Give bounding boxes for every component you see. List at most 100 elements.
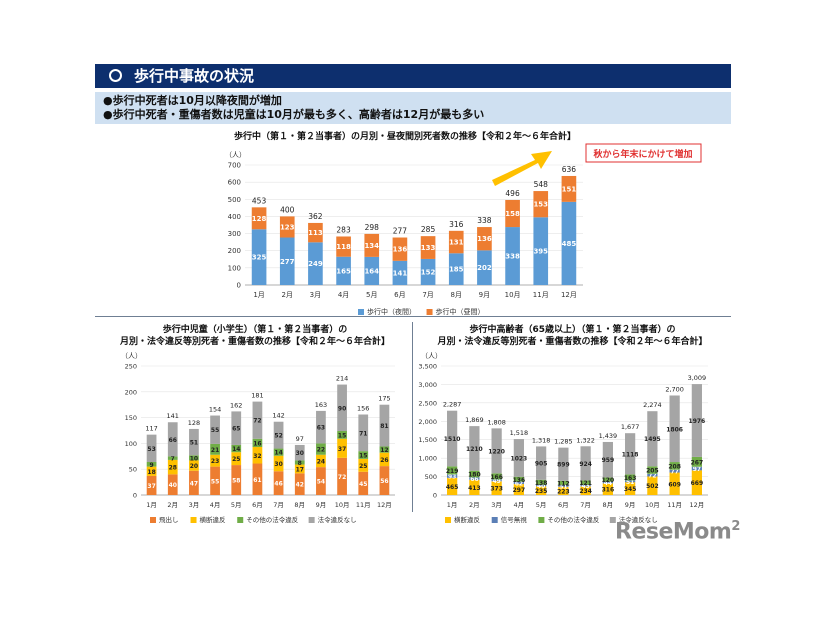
chart1-legend-swatch: [358, 309, 364, 315]
chart1-total-label: 400: [280, 205, 295, 214]
chart3-legend-label: 法令違反なし: [619, 515, 658, 524]
chart3-title-line2: 月別・法令違反等別死者・重傷者数の推移【令和２年～６年合計】: [437, 337, 708, 347]
chart2-legend-label: 横断違反: [200, 515, 227, 524]
chart2-total-label: 128: [188, 419, 200, 427]
chart2-bar-segment: [167, 422, 178, 457]
chart3-bar-segment: [691, 456, 702, 467]
chart2-data-label: 56: [380, 478, 388, 485]
chart2-bar-segment: [231, 444, 242, 453]
chart3-bar-segment: [558, 484, 569, 487]
chart1-total-label: 277: [393, 227, 408, 236]
chart3-data-label: 43: [581, 483, 589, 490]
chart3-data-label: 219: [446, 468, 459, 475]
chart3-unit-label: （人）: [421, 352, 442, 360]
chart2-legend-swatch: [190, 517, 197, 523]
chart2-x-tick: 8月: [294, 501, 305, 509]
chart2-data-label: 20: [190, 463, 198, 470]
chart2-data-label: 72: [338, 474, 346, 481]
chart3-x-tick: 5月: [536, 501, 547, 509]
chart1-data-label: 131: [449, 239, 464, 247]
chart2-data-label: 15: [338, 432, 346, 439]
chart2-bar-segment: [146, 461, 157, 467]
chart3-data-label: 465: [446, 484, 459, 491]
chart1-bar-segment: [251, 207, 267, 230]
chart1-data-label: 134: [364, 242, 379, 250]
chart1-data-label: 141: [393, 269, 408, 277]
chart2-bar-segment: [358, 471, 369, 495]
chart2-y-tick: 100: [125, 440, 137, 448]
chart2-bar-segment: [379, 446, 390, 453]
chart3-data-label: 62: [515, 480, 523, 487]
chart3-legend-label: 信号無視: [501, 515, 528, 524]
chart3-data-label: 1210: [466, 446, 483, 453]
chart3-data-label: 66: [470, 476, 478, 483]
chart2-data-label: 26: [380, 457, 388, 464]
chart3-y-tick: 2,000: [418, 418, 437, 426]
chart1-x-tick: 11月: [533, 291, 549, 299]
chart1-x-tick: 10月: [505, 291, 521, 299]
chart2-bar-segment: [210, 454, 220, 467]
chart3-bar-segment: [602, 481, 613, 484]
chart3-legend-swatch: [445, 517, 451, 523]
chart3-total-label: 1,318: [532, 436, 551, 444]
chart1-y-tick: 0: [237, 282, 241, 290]
chart1-total-label: 283: [336, 225, 351, 234]
chart2-bar-segment: [358, 458, 369, 472]
chart3-total-label: 1,285: [554, 438, 573, 446]
chart2-data-label: 52: [274, 433, 282, 440]
chart3-bar-segment: [469, 426, 480, 471]
chart1-bar-segment: [505, 227, 520, 285]
chart2-x-tick: 10月: [335, 501, 350, 509]
chart3-bar-segment: [625, 480, 636, 483]
chart2-y-tick: 50: [129, 466, 137, 474]
chart1-bar-segment: [533, 217, 549, 285]
chart1-data-label: 118: [336, 243, 351, 251]
chart2-bar-segment: [167, 459, 178, 475]
chart3-data-label: 77: [670, 469, 678, 476]
chart2-total-label: 163: [315, 401, 327, 409]
chart3-total-label: 2,700: [665, 385, 684, 393]
chart1-data-label: 136: [477, 235, 492, 243]
chart1-title: 歩行中（第１・第２当事者）の月別・昼夜間別死者数の推移【令和２年～６年合計】: [233, 132, 576, 142]
chart3-total-label: 1,322: [576, 436, 595, 444]
chart1-bar-segment: [392, 237, 408, 261]
chart3-data-label: 373: [490, 486, 503, 493]
chart1-bar-segment: [561, 175, 577, 202]
chart1-y-tick: 200: [228, 247, 241, 255]
chart3-data-label: 205: [646, 468, 659, 475]
chart2-bar-segment: [146, 434, 157, 462]
chart3-data-label: 1220: [488, 448, 505, 455]
chart1-bar-segment: [279, 237, 295, 285]
chart3-data-label: 121: [579, 480, 592, 487]
chart2-bar-segment: [189, 455, 199, 461]
chart1-bar-segment: [392, 260, 408, 285]
chart2-legend-label: その他の法令違反: [246, 515, 299, 524]
chart3-bar-segment: [513, 484, 524, 495]
chart2-x-tick: 9月: [316, 501, 327, 509]
chart2-data-label: 66: [169, 437, 177, 444]
chart3-y-tick: 1,500: [418, 436, 437, 444]
chart2-data-label: 9: [149, 462, 153, 469]
chart3-bar-segment: [647, 466, 658, 474]
chart2-legend-swatch: [308, 517, 315, 523]
chart2-bar-segment: [189, 428, 199, 456]
chart3-bar-segment: [469, 470, 480, 478]
chart3-bar-segment: [625, 433, 636, 475]
chart2-bar-segment: [231, 411, 242, 445]
chart3-bar-segment: [669, 462, 680, 470]
chart3-data-label: 1806: [666, 426, 683, 433]
chart2-bar-segment: [316, 467, 326, 495]
chart2-bar-segment: [252, 447, 263, 464]
chart2-data-label: 63: [317, 425, 325, 432]
chart3-bar-segment: [558, 480, 569, 485]
chart1-data-label: 158: [505, 210, 520, 218]
chart2-bar-segment: [210, 466, 220, 495]
chart2-x-tick: 1月: [146, 501, 157, 509]
chart2-bar-segment: [167, 474, 178, 495]
chart1-bar-segment: [420, 236, 436, 259]
chart3-data-label: 235: [535, 488, 548, 495]
chart1-y-tick: 500: [228, 196, 241, 204]
chart3-x-tick: 3月: [491, 501, 502, 509]
chart2-data-label: 23: [211, 458, 219, 465]
chart1-x-tick: 3月: [310, 291, 321, 299]
